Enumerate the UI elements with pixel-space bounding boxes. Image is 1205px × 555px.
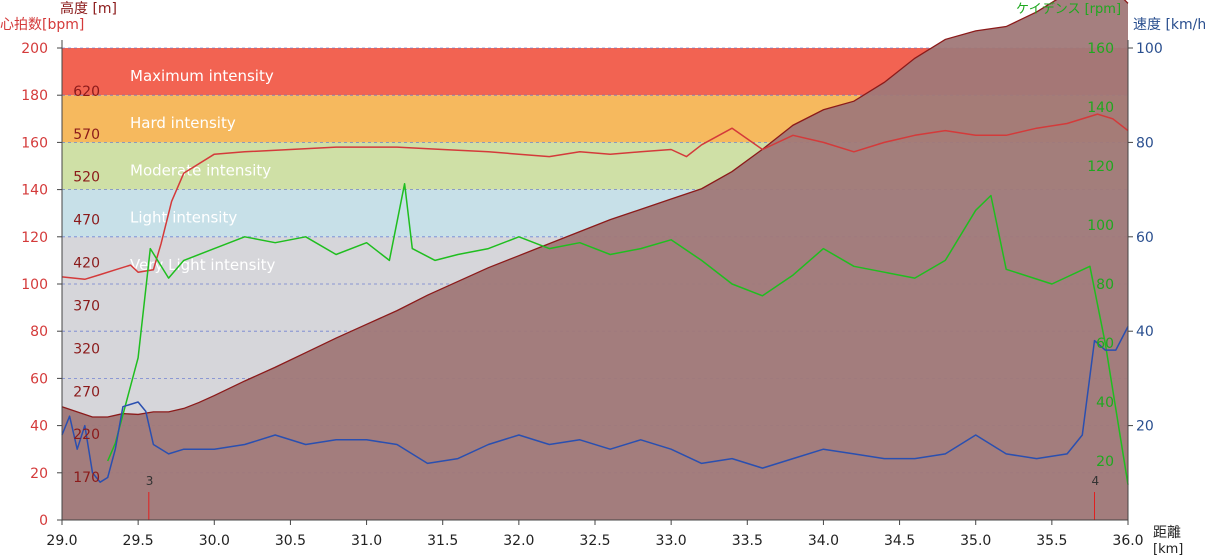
cadence-tick-label: 20: [1096, 454, 1114, 470]
x-tick-label: 31.0: [351, 533, 382, 549]
alt-tick-label: 270: [73, 384, 100, 400]
alt-tick-label: 370: [73, 298, 100, 314]
x-tick-label: 32.5: [579, 533, 610, 549]
heart-rate-series: [61, 113, 1129, 281]
zone-label-2: Moderate intensity: [130, 161, 271, 179]
x-tick-label: 35.5: [1036, 533, 1067, 549]
cadence-axis-label: ケイデンス [rpm]: [1016, 1, 1121, 17]
cadence-tick-label: 40: [1096, 395, 1114, 411]
alt-tick-label: 570: [73, 127, 100, 143]
hr-tick-label: 120: [21, 230, 48, 246]
alt-tick-label: 420: [73, 256, 100, 272]
alt-tick-label: 470: [73, 213, 100, 229]
alt-tick-label: 620: [73, 84, 100, 100]
x-tick-label: 33.5: [732, 533, 763, 549]
alt-tick-label: 170: [73, 470, 100, 486]
x-tick-label: 30.0: [199, 533, 230, 549]
speed-tick-label: 80: [1136, 135, 1154, 151]
x-tick-label: 34.0: [808, 533, 839, 549]
x-tick-label: 32.0: [503, 533, 534, 549]
cadence-series: [107, 182, 1129, 485]
heart-rate-line: [61, 113, 1129, 281]
hr-tick-label: 40: [30, 419, 48, 435]
hr-tick-label: 140: [21, 183, 48, 199]
cadence-line: [107, 182, 1129, 485]
speed-tick-label: 60: [1136, 230, 1154, 246]
x-tick-label: 29.5: [123, 533, 154, 549]
speed-tick-label: 100: [1136, 41, 1163, 57]
speed-tick-label: 20: [1136, 419, 1154, 435]
altitude-area: [62, 0, 1128, 520]
cadence-tick-label: 160: [1087, 41, 1114, 57]
axes: 29.0 29.5 30.0 30.5 31.0 31.5 32.0 32.5 33.0 33.5…: [21, 40, 1163, 549]
cadence-tick-label: 80: [1096, 277, 1114, 293]
lap-label-1: 4: [1091, 474, 1099, 488]
heart-rate-axis-label: 心拍数[bpm]: [0, 17, 84, 33]
x-axis-label-top: 距離: [1153, 524, 1181, 541]
x-tick-label: 34.5: [884, 533, 915, 549]
zone-label-4: Very Light intensity: [130, 256, 275, 274]
altitude-axis-label: 高度 [m]: [60, 0, 117, 17]
x-tick-label: 36.0: [1112, 533, 1143, 549]
speed-axis-label: 速度 [km/h]: [1133, 17, 1205, 33]
x-tick-label: 31.5: [427, 533, 458, 549]
hr-tick-label: 100: [21, 277, 48, 293]
cadence-tick-label: 120: [1087, 159, 1114, 175]
speed-line: [61, 326, 1129, 483]
x-tick-label: 33.0: [656, 533, 687, 549]
alt-tick-label: 320: [73, 341, 100, 357]
hr-tick-label: 20: [30, 466, 48, 482]
cadence-tick-label: 140: [1087, 100, 1114, 116]
hr-tick-label: 160: [21, 135, 48, 151]
hr-tick-label: 180: [21, 88, 48, 104]
alt-tick-label: 220: [73, 427, 100, 443]
x-tick-label: 35.0: [960, 533, 991, 549]
cadence-tick-label: 100: [1087, 218, 1114, 234]
alt-tick-label: 520: [73, 170, 100, 186]
altitude-line: [61, 0, 1129, 418]
hr-tick-label: 200: [21, 41, 48, 57]
speed-tick-label: 40: [1136, 324, 1154, 340]
cadence-tick-label: 60: [1096, 336, 1114, 352]
zone-label-3: Light intensity: [130, 209, 237, 227]
lap-label-0: 3: [146, 474, 154, 488]
x-tick-label: 29.0: [46, 533, 77, 549]
hr-tick-label: 80: [30, 324, 48, 340]
altitude-series: [61, 0, 1129, 520]
zone-label-1: Hard intensity: [130, 114, 236, 132]
hr-tick-label: 60: [30, 371, 48, 387]
hr-tick-label: 0: [39, 513, 48, 529]
speed-series: [61, 326, 1129, 483]
zone-label-0: Maximum intensity: [130, 67, 274, 85]
x-axis-label-bottom: [km]: [1153, 542, 1183, 555]
x-tick-label: 30.5: [275, 533, 306, 549]
